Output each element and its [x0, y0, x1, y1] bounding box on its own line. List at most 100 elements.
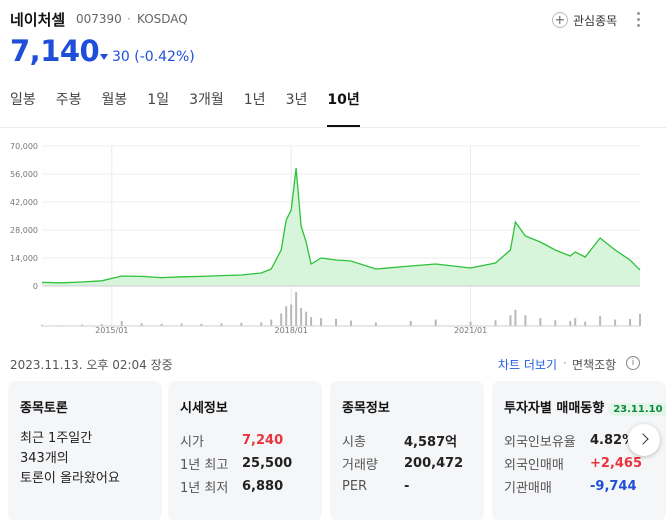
investor-label: 외국인보유율	[504, 435, 576, 450]
discussion-card[interactable]: 종목토론 최근 1주일간 343개의 토론이 올라왔어요	[8, 381, 162, 520]
change-percent: (-0.42%)	[134, 49, 195, 65]
volume-bar	[100, 324, 103, 326]
info-label: 시총	[342, 435, 366, 450]
quote-label: 1년 최고	[180, 458, 229, 473]
info-value: 200,472	[404, 456, 464, 471]
volume-bar	[240, 322, 243, 326]
volume-bar	[599, 315, 602, 326]
investor-title-text: 투자자별 매매동향	[504, 401, 605, 416]
volume-bar	[285, 306, 288, 326]
separator-dot: ·	[563, 356, 567, 370]
stock-code: 007390	[76, 12, 122, 26]
favorite-label: 관심종목	[573, 13, 618, 28]
investor-value: +2,465	[590, 456, 643, 471]
more-options-icon[interactable]	[637, 12, 641, 28]
tab-1day[interactable]: 1일	[147, 92, 170, 108]
y-tick-label: 70,000	[10, 142, 38, 151]
tab-10year[interactable]: 10년	[327, 90, 360, 127]
volume-bar	[374, 322, 377, 326]
stock-info-title: 종목정보	[342, 401, 390, 416]
volume-bar	[300, 308, 303, 326]
volume-bar	[220, 323, 223, 326]
tab-daily[interactable]: 일봉	[10, 92, 36, 108]
y-tick-label: 14,000	[10, 254, 38, 263]
quote-label: 1년 최저	[180, 481, 229, 496]
x-tick-label: 2015/01	[95, 326, 128, 334]
volume-bar	[160, 323, 163, 326]
disclaimer-link[interactable]: 면책조항	[572, 358, 617, 372]
x-tick-label: 2021/01	[454, 326, 487, 334]
volume-bar	[514, 309, 517, 326]
price-area	[42, 168, 640, 286]
investor-row: 외국인보유율 4.82%	[504, 429, 654, 452]
investor-trend-card[interactable]: 투자자별 매매동향 23.11.10 외국인보유율 4.82% 외국인매매 +2,…	[492, 381, 666, 520]
current-price: 7,140	[10, 34, 100, 68]
investor-trend-title: 투자자별 매매동향 23.11.10	[504, 397, 666, 416]
volume-bar	[305, 311, 308, 326]
y-tick-label: 42,000	[10, 198, 38, 207]
down-arrow-icon	[100, 54, 108, 60]
volume-bar	[409, 320, 412, 326]
volume-bar	[41, 324, 43, 326]
change-amount: 30	[112, 49, 130, 65]
info-row: 거래량 200,472	[342, 452, 472, 475]
price-line	[41, 167, 641, 284]
volume-bar	[639, 313, 641, 326]
volume-bar	[180, 323, 183, 326]
volume-bar	[320, 318, 323, 326]
investor-value: 4.82%	[590, 433, 636, 448]
discussion-title: 종목토론	[20, 401, 68, 416]
discussion-line1: 최근 1주일간	[20, 431, 93, 446]
price-change: 30 (-0.42%)	[100, 49, 195, 65]
info-label: PER	[342, 479, 368, 494]
volume-bar	[569, 320, 572, 326]
price-chart[interactable]: 70,000 56,000 42,000 28,000 14,000 0 2015/01 20…	[0, 138, 666, 334]
tab-1year[interactable]: 1년	[243, 92, 266, 108]
quote-row: 시가 7,240	[180, 429, 310, 452]
quote-value: 7,240	[242, 433, 284, 448]
volume-bar	[509, 315, 512, 326]
quote-row: 1년 최저 6,880	[180, 475, 310, 498]
tab-weekly[interactable]: 주봉	[55, 92, 82, 108]
info-row: 시총 4,587억	[342, 429, 472, 452]
investor-label: 외국인매매	[504, 458, 564, 473]
period-tabs: 일봉 주봉 월봉 1일 3개월 1년 3년 10년	[10, 90, 380, 128]
y-tick-label: 56,000	[10, 170, 38, 179]
x-tick-label: 2018/01	[275, 326, 308, 334]
info-label: 거래량	[342, 458, 378, 473]
plus-icon	[552, 12, 568, 28]
volume-bar	[614, 319, 617, 326]
volume-bar	[494, 320, 497, 326]
volume-bar	[349, 320, 352, 326]
next-cards-button[interactable]	[628, 424, 660, 456]
quote-label: 시가	[180, 435, 204, 450]
tab-3year[interactable]: 3년	[285, 92, 308, 108]
volume-bar	[584, 321, 587, 326]
quote-timestamp: 2023.11.13. 오후 02:04 장중	[10, 358, 173, 372]
volume-bar	[524, 315, 527, 326]
info-row: PER -	[342, 475, 472, 498]
volume-bar	[434, 319, 437, 326]
chart-more-link[interactable]: 차트 더보기	[498, 358, 558, 372]
investor-date-badge: 23.11.10	[608, 403, 666, 416]
separator-dot: ·	[127, 12, 131, 26]
info-icon[interactable]: i	[626, 356, 640, 370]
stock-market: KOSDAQ	[137, 12, 188, 26]
investor-row: 외국인매매 +2,465	[504, 452, 654, 475]
add-favorite-button[interactable]: 관심종목	[552, 10, 617, 30]
volume-bar	[554, 320, 557, 326]
stock-info-card[interactable]: 종목정보 시총 4,587억 거래량 200,472 PER -	[330, 381, 484, 520]
tab-monthly[interactable]: 월봉	[101, 92, 128, 108]
volume-bar	[335, 318, 338, 326]
tab-divider	[0, 127, 666, 128]
volume-bar	[310, 317, 313, 326]
volume-bar	[539, 318, 542, 326]
volume-bar	[270, 319, 273, 326]
volume-bar	[629, 318, 632, 326]
investor-label: 기관매매	[504, 481, 552, 496]
tab-3month[interactable]: 3개월	[189, 92, 224, 108]
volume-bar	[280, 313, 283, 326]
volume-bar	[469, 321, 472, 326]
quote-info-card[interactable]: 시세정보 시가 7,240 1년 최고 25,500 1년 최저 6,880	[168, 381, 322, 520]
quote-info-title: 시세정보	[180, 401, 228, 416]
